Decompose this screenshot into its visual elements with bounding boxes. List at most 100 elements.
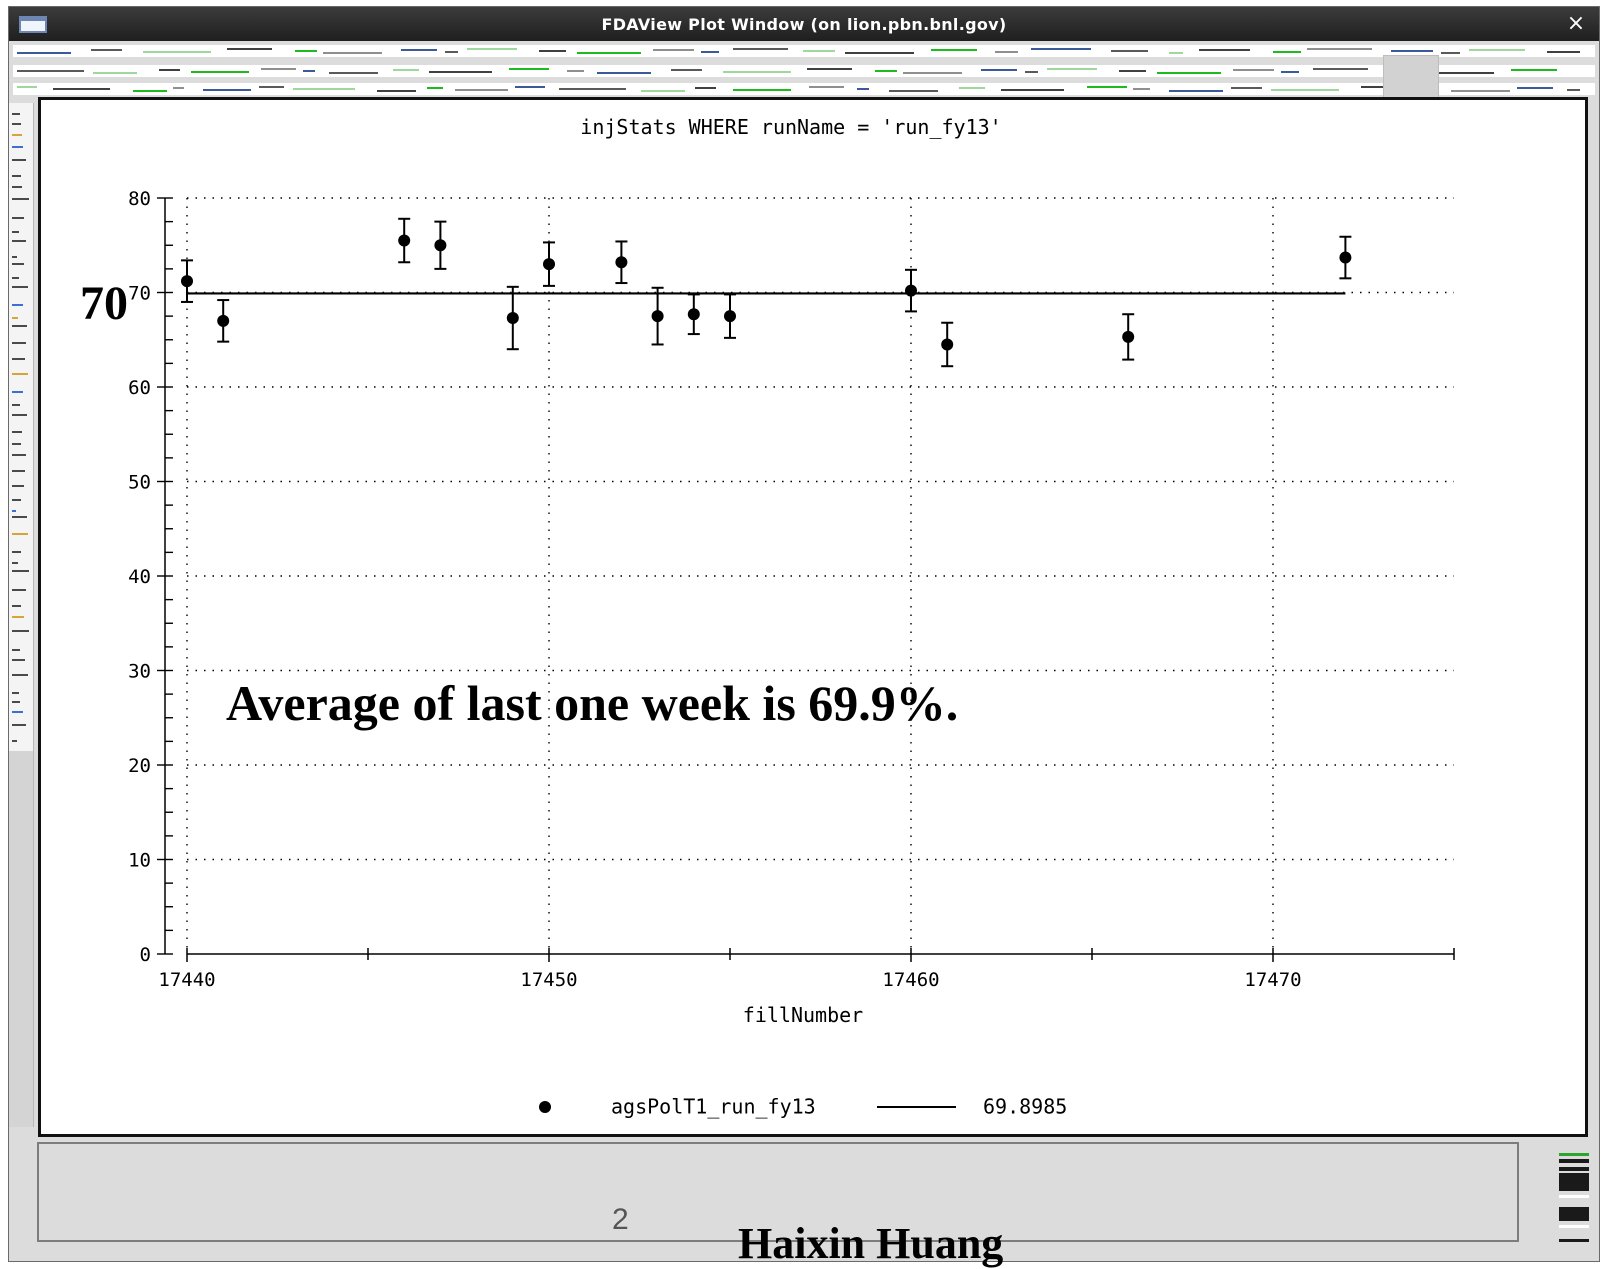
toolbar-glyph bbox=[695, 87, 716, 89]
toolbar-glyph bbox=[1307, 48, 1372, 50]
data-point bbox=[687, 308, 700, 321]
y-tick-label: 80 bbox=[128, 188, 151, 210]
toolbar-glyph bbox=[845, 52, 914, 54]
toolbar-glyph bbox=[93, 72, 137, 74]
side-panel-glyph bbox=[12, 263, 24, 265]
side-panel-glyph bbox=[12, 186, 22, 188]
toolbar-glyph bbox=[807, 68, 852, 70]
left-side-panel bbox=[9, 103, 34, 1127]
data-point bbox=[434, 239, 447, 252]
x-tick-label: 17440 bbox=[158, 969, 215, 991]
title-bar[interactable]: FDAView Plot Window (on lion.pbn.bnl.gov… bbox=[9, 7, 1599, 41]
side-panel-glyph bbox=[12, 570, 29, 572]
side-panel-glyph bbox=[12, 134, 22, 136]
toolbar-glyph bbox=[733, 89, 791, 91]
toolbar-glyph bbox=[1231, 87, 1262, 89]
average-annotation: Average of last one week is 69.9%. bbox=[226, 675, 959, 731]
toolbar-glyph bbox=[53, 88, 110, 90]
side-panel-glyph bbox=[12, 692, 19, 694]
toolbar-glyph bbox=[401, 49, 437, 51]
fdaview-plot-window: FDAView Plot Window (on lion.pbn.bnl.gov… bbox=[8, 6, 1600, 1262]
toolbar-glyph bbox=[981, 69, 1017, 71]
side-panel-glyph bbox=[12, 240, 26, 242]
toolbar-glyph bbox=[295, 50, 317, 52]
toolbar-glyph bbox=[509, 68, 549, 70]
toolbar-glyph bbox=[455, 89, 508, 91]
toolbar-glyph bbox=[133, 90, 167, 92]
side-panel-glyph bbox=[12, 317, 18, 319]
toolbar-glyph bbox=[377, 90, 416, 92]
side-panel-glyph bbox=[12, 231, 19, 233]
legend-marker-points bbox=[539, 1101, 551, 1113]
data-point bbox=[724, 310, 736, 323]
y-tick-label: 50 bbox=[128, 472, 151, 494]
side-panel-glyph bbox=[12, 649, 20, 651]
toolbar-glyph bbox=[733, 48, 788, 50]
toolbar-glyph bbox=[515, 86, 545, 88]
plot-panel: 0 10 20 30 40 50 60 70 80 17440 17450 17460 17470 ag… bbox=[38, 97, 1588, 1137]
toolbar-glyph bbox=[803, 50, 835, 52]
side-panel-glyph bbox=[12, 256, 17, 258]
close-icon[interactable]: × bbox=[1566, 11, 1586, 36]
toolbar-glyph bbox=[17, 70, 84, 72]
side-panel-glyph bbox=[12, 724, 26, 726]
toolbar-glyph bbox=[227, 48, 272, 50]
toolbar-glyph bbox=[539, 50, 566, 52]
toolbar-row bbox=[13, 83, 1595, 95]
toolbar-glyph bbox=[1469, 49, 1525, 51]
side-panel-glyph bbox=[12, 404, 20, 406]
toolbar-glyph bbox=[597, 72, 651, 74]
toolbar-glyph bbox=[1001, 89, 1064, 91]
y-tick-label: 20 bbox=[128, 755, 151, 777]
side-panel-glyph bbox=[12, 414, 27, 416]
side-panel-glyph bbox=[12, 740, 17, 742]
toolbar-glyph bbox=[1233, 69, 1274, 71]
status-panel bbox=[37, 1142, 1519, 1242]
side-panel-glyph bbox=[12, 277, 19, 279]
side-panel-glyph bbox=[12, 113, 20, 115]
data-point bbox=[1122, 330, 1135, 343]
toolbar-glyph bbox=[1511, 69, 1557, 71]
window-icon[interactable] bbox=[19, 16, 47, 33]
toolbar-glyph bbox=[1169, 90, 1223, 92]
y-tick-label: 60 bbox=[128, 377, 151, 399]
toolbar-glyph bbox=[1111, 50, 1148, 52]
side-panel-glyph bbox=[12, 443, 21, 445]
toolbar-glyph bbox=[303, 70, 315, 72]
x-axis-label: fillNumber bbox=[743, 1003, 863, 1027]
data-point bbox=[651, 310, 664, 323]
x-tick-label: 17450 bbox=[520, 969, 577, 991]
side-panel-glyph bbox=[12, 373, 28, 375]
toolbar-row bbox=[13, 65, 1595, 77]
y-tick-label: 30 bbox=[128, 661, 151, 683]
side-panel-glyph bbox=[12, 605, 21, 607]
side-panel-glyph bbox=[12, 431, 22, 433]
toolbar-glyph bbox=[445, 51, 458, 53]
toolbar-glyph bbox=[1119, 70, 1146, 72]
toolbar-glyph bbox=[701, 51, 719, 53]
side-panel-glyph bbox=[12, 146, 23, 148]
toolbar-glyph bbox=[889, 90, 938, 92]
side-panel-glyph bbox=[12, 304, 23, 306]
side-panel-glyph bbox=[12, 499, 21, 501]
toolbar-glyph bbox=[671, 69, 702, 71]
y-tick-label: 10 bbox=[128, 850, 151, 872]
data-point bbox=[1339, 251, 1352, 264]
right-scroll-widgets[interactable] bbox=[1557, 1151, 1591, 1261]
side-panel-glyph bbox=[12, 589, 26, 591]
toolbar-glyph bbox=[393, 69, 419, 71]
toolbar-glyph bbox=[259, 86, 284, 88]
side-panel-glyph bbox=[12, 701, 20, 703]
toolbar-glyph bbox=[159, 69, 180, 71]
toolbar-glyph bbox=[329, 72, 378, 74]
toolbar-glyph bbox=[903, 72, 962, 74]
toolbar-glyph bbox=[261, 68, 296, 70]
x-tick-label: 17460 bbox=[882, 969, 939, 991]
toolbar-glyph bbox=[577, 52, 641, 54]
data-point bbox=[543, 258, 555, 271]
toolbar-scroll-handle[interactable] bbox=[1383, 55, 1439, 101]
toolbar-glyph bbox=[1087, 86, 1127, 88]
side-panel-glyph bbox=[12, 510, 16, 512]
toolbar-glyph bbox=[1271, 89, 1339, 91]
toolbar-glyph bbox=[1547, 51, 1580, 53]
